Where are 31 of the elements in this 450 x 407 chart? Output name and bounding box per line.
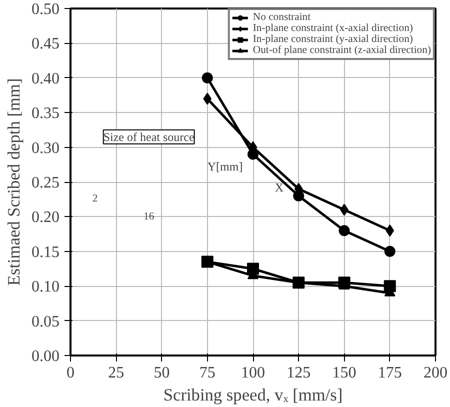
x-axis-title: Scribing speed, vₓ [mm/s] (163, 386, 343, 404)
y-tick-label: 0.15 (32, 244, 60, 261)
legend-label: Out-of plane constraint (z-axial direction) (252, 45, 431, 56)
legend-label: In-plane constraint (x-axial direction) (252, 23, 413, 34)
x-tick-label: 150 (332, 364, 356, 382)
y-tick-label: 0.25 (32, 174, 60, 192)
y-tick-label: 0.00 (32, 348, 60, 365)
x-tick-label: 75 (199, 364, 216, 382)
x-tick-label: 125 (286, 364, 311, 382)
y-tick-label: 0.30 (32, 140, 60, 157)
y-axis-title: Estimaed Scribed depth [mm] (4, 78, 24, 286)
x-tick-label: 100 (241, 364, 265, 382)
y-tick-label: 0.10 (32, 278, 60, 296)
annotation: X (274, 180, 284, 194)
x-tick-label: 0 (66, 364, 74, 382)
annotation: 16 (144, 211, 155, 222)
x-tick-label: 25 (108, 364, 124, 382)
y-tick-label: 0.45 (32, 36, 60, 53)
y-tick-label: 0.40 (32, 70, 60, 88)
x-tick-label: 175 (378, 364, 402, 382)
x-tick-label: 50 (154, 364, 170, 382)
annotation: 2 (92, 193, 98, 204)
y-tick-label: 0.20 (32, 209, 60, 226)
y-tick-label: 0.05 (32, 313, 60, 330)
x-tick-label: 200 (424, 364, 448, 382)
legend-label: In-plane constraint (y-axial direction) (252, 34, 413, 45)
y-tick-label: 0.35 (32, 105, 60, 122)
annotation: Size of heat source (103, 130, 194, 144)
annotation: Y[mm] (207, 160, 243, 174)
legend-label: No constraint (252, 12, 311, 23)
y-tick-label: 0.50 (32, 1, 60, 18)
